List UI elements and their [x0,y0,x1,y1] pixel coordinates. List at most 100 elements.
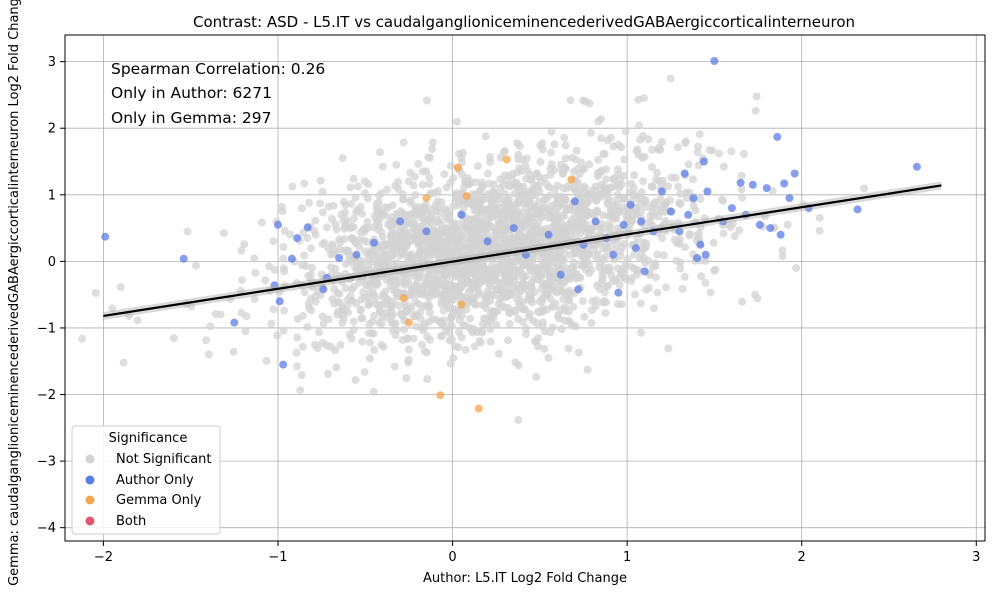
point-not-significant [515,197,524,206]
point-gemma-only [502,155,511,164]
point-not-significant [541,280,550,289]
point-not-significant [586,226,595,235]
point-not-significant [778,246,787,255]
point-not-significant [557,325,566,334]
point-not-significant [598,269,607,278]
point-not-significant [360,368,369,377]
point-not-significant [614,165,623,174]
point-not-significant [525,309,534,318]
point-not-significant [488,203,497,212]
point-not-significant [454,220,463,229]
point-not-significant [693,231,702,240]
point-not-significant [599,244,608,253]
point-not-significant [418,167,427,176]
point-not-significant [204,350,213,359]
point-not-significant [442,228,451,237]
point-not-significant [548,302,557,311]
point-not-significant [485,152,494,161]
point-not-significant [609,142,618,151]
point-not-significant [534,275,543,284]
point-not-significant [119,358,128,367]
point-not-significant [361,247,370,256]
point-not-significant [676,258,685,267]
point-author-only [790,169,799,178]
point-author-only [230,318,239,327]
point-not-significant [489,274,498,283]
point-not-significant [108,304,117,313]
point-not-significant [607,271,616,280]
point-not-significant [719,162,728,171]
point-not-significant [393,259,402,268]
point-not-significant [653,168,661,177]
point-not-significant [297,371,306,379]
point-not-significant [458,311,467,320]
point-author-only [675,227,684,236]
point-not-significant [402,374,411,383]
point-not-significant [279,264,288,273]
point-not-significant [701,256,710,265]
tick-layer: −2 −1 0 1 2 3 −4 −3 −2 −1 0 1 2 3 [37,55,981,565]
point-not-significant [457,333,466,342]
point-not-significant [471,199,480,208]
point-not-significant [581,265,590,274]
point-not-significant [376,247,384,256]
point-not-significant [603,136,612,145]
point-not-significant [364,180,373,189]
point-author-only [637,217,646,226]
point-author-only [270,281,279,290]
point-not-significant [305,198,314,207]
point-not-significant [404,345,413,354]
point-not-significant [515,142,524,151]
point-not-significant [445,212,454,221]
point-not-significant [400,241,408,250]
point-author-only [693,254,701,262]
annotation-author-only: Only in Author: 6271 [111,84,272,102]
legend-label-both: Both [116,514,146,529]
point-not-significant [292,348,301,357]
point-not-significant [360,266,369,275]
point-not-significant [510,240,519,249]
point-not-significant [548,323,557,332]
point-author-only [626,200,635,209]
point-not-significant [727,147,736,156]
point-not-significant [792,264,801,272]
point-not-significant [449,202,458,211]
point-not-significant [318,312,327,321]
point-not-significant [332,271,341,280]
point-not-significant [661,217,670,225]
point-not-significant [420,324,429,333]
point-not-significant [659,251,668,260]
point-not-significant [378,162,387,171]
point-not-significant [700,214,709,223]
point-not-significant [631,290,640,299]
point-not-significant [489,313,498,322]
point-not-significant [251,268,260,277]
point-not-significant [667,173,676,182]
point-not-significant [730,232,739,241]
point-not-significant [449,353,458,362]
point-not-significant [484,179,493,188]
point-not-significant [815,213,824,222]
point-not-significant [583,365,592,374]
point-not-significant [423,332,432,341]
point-not-significant [383,250,392,259]
point-not-significant [578,223,587,232]
point-not-significant [719,196,728,205]
regression-line [103,184,942,318]
point-not-significant [466,314,474,323]
point-not-significant [206,322,215,331]
point-not-significant [596,115,605,124]
point-author-only [287,254,296,263]
legend-marker-both [85,516,95,526]
x-tick-label: 1 [623,550,631,565]
point-not-significant [641,196,650,204]
point-not-significant [271,266,279,274]
point-not-significant [470,279,479,288]
point-not-significant [370,290,379,299]
point-not-significant [633,234,642,243]
point-not-significant [418,290,427,299]
point-not-significant [498,210,507,219]
point-not-significant [324,369,332,378]
point-not-significant [476,187,485,196]
point-not-significant [620,155,629,164]
